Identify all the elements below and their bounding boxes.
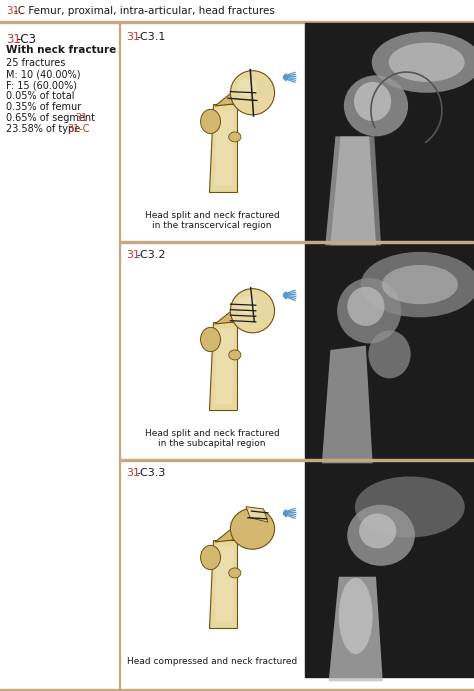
Ellipse shape — [347, 287, 384, 326]
Ellipse shape — [372, 32, 474, 93]
Text: -C3.2: -C3.2 — [136, 250, 165, 260]
Polygon shape — [210, 104, 237, 192]
Text: Head split and neck fractured: Head split and neck fractured — [145, 211, 279, 220]
Bar — [120, 241, 304, 459]
Ellipse shape — [237, 78, 257, 96]
Ellipse shape — [230, 289, 274, 333]
Bar — [305, 459, 474, 677]
Ellipse shape — [237, 296, 257, 314]
Ellipse shape — [389, 43, 465, 82]
Text: in the subcapital region: in the subcapital region — [158, 439, 266, 448]
Text: -C3.3: -C3.3 — [136, 468, 165, 478]
Text: -C3.1: -C3.1 — [136, 32, 165, 42]
Text: 31: 31 — [6, 6, 19, 16]
Bar — [120, 459, 473, 460]
Polygon shape — [215, 111, 234, 185]
Ellipse shape — [368, 330, 410, 379]
Ellipse shape — [339, 578, 373, 654]
Ellipse shape — [201, 109, 220, 133]
Bar — [0, 22, 119, 691]
Text: Head split and neck fractured: Head split and neck fractured — [145, 429, 279, 438]
Ellipse shape — [361, 252, 474, 317]
Ellipse shape — [229, 350, 241, 360]
Polygon shape — [325, 136, 376, 245]
Polygon shape — [215, 524, 240, 542]
Text: 31: 31 — [6, 33, 21, 46]
Text: M: 10 (40.00%): M: 10 (40.00%) — [6, 69, 81, 79]
Text: With neck fracture: With neck fracture — [6, 45, 116, 55]
Bar — [305, 23, 474, 241]
Text: F: 15 (60.00%): F: 15 (60.00%) — [6, 80, 77, 90]
Polygon shape — [215, 328, 234, 404]
Bar — [305, 241, 474, 459]
Ellipse shape — [229, 568, 241, 578]
Ellipse shape — [229, 132, 241, 142]
Ellipse shape — [347, 505, 415, 566]
Text: in the transcervical region: in the transcervical region — [152, 221, 272, 230]
Bar — [120, 23, 304, 241]
Polygon shape — [210, 322, 237, 410]
Text: 0.65% of segment: 0.65% of segment — [6, 113, 98, 123]
Ellipse shape — [201, 545, 220, 569]
Ellipse shape — [382, 265, 458, 304]
Ellipse shape — [354, 82, 391, 121]
Polygon shape — [246, 507, 268, 522]
Bar — [119, 22, 120, 691]
Bar — [0, 689, 474, 691]
Text: 31: 31 — [76, 113, 88, 123]
Ellipse shape — [344, 75, 408, 136]
Text: Head compressed and neck fractured: Head compressed and neck fractured — [127, 657, 297, 666]
Bar — [120, 241, 473, 243]
Text: -C3: -C3 — [16, 33, 36, 46]
Ellipse shape — [359, 513, 396, 549]
Ellipse shape — [230, 509, 274, 549]
Text: 0.05% of total: 0.05% of total — [6, 91, 74, 101]
Text: 31: 31 — [126, 250, 140, 260]
Ellipse shape — [201, 328, 220, 352]
Ellipse shape — [355, 476, 465, 538]
Polygon shape — [322, 346, 373, 464]
Polygon shape — [215, 88, 240, 106]
Ellipse shape — [337, 278, 401, 343]
Polygon shape — [210, 540, 237, 628]
Polygon shape — [330, 136, 381, 245]
Text: 0.35% of femur: 0.35% of femur — [6, 102, 81, 112]
Text: 31: 31 — [126, 32, 140, 42]
Bar — [120, 459, 304, 677]
Polygon shape — [215, 547, 234, 621]
Polygon shape — [328, 577, 383, 681]
Bar — [0, 0, 474, 22]
Ellipse shape — [230, 70, 274, 115]
Polygon shape — [215, 306, 240, 324]
Text: 31-C: 31-C — [67, 124, 90, 134]
Text: 31: 31 — [126, 468, 140, 478]
Text: 25 fractures: 25 fractures — [6, 58, 65, 68]
Text: 23.58% of type: 23.58% of type — [6, 124, 83, 134]
Bar — [0, 21, 474, 23]
Text: -C Femur, proximal, intra-articular, head fractures: -C Femur, proximal, intra-articular, hea… — [14, 6, 275, 16]
